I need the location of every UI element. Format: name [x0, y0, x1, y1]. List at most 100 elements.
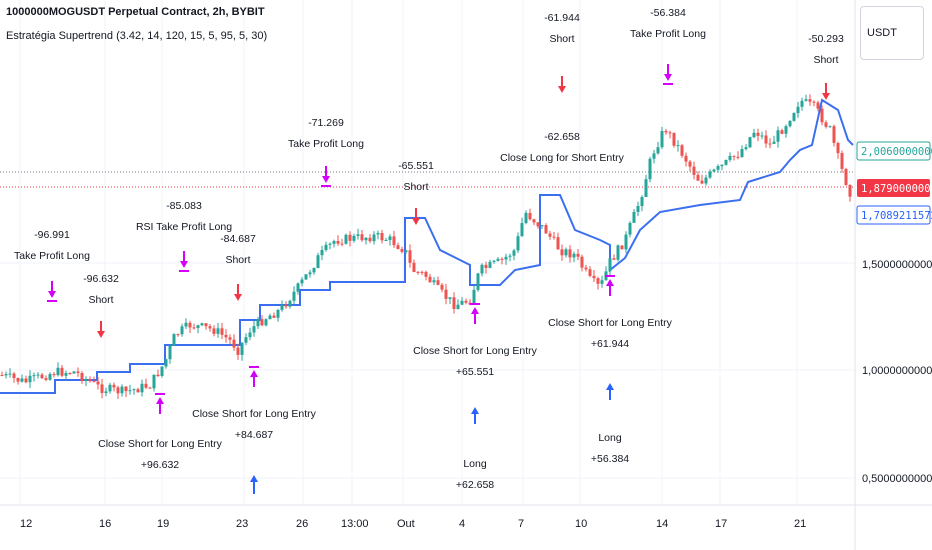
candle-body: [804, 99, 808, 101]
candle-body: [356, 234, 360, 236]
candle-body: [64, 373, 68, 376]
annotation-label: Close Short for Long Entry: [192, 408, 316, 420]
candle-body: [800, 100, 804, 107]
candle-body: [612, 258, 616, 260]
candle-body: [524, 212, 528, 223]
candle-body: [768, 143, 772, 145]
price-tick: 1,000000000000: [862, 365, 932, 377]
arrow-head: [48, 291, 56, 298]
time-tick: Out: [397, 518, 415, 530]
candle-body: [264, 319, 268, 326]
candlestick-series: [0, 94, 852, 399]
candle-body: [320, 250, 324, 256]
arrow-head: [180, 261, 188, 268]
candle-body: [784, 126, 788, 134]
annotation-label: RSI Take Profit Long: [136, 221, 232, 233]
annotation-label: +65.551: [456, 366, 494, 378]
symbol-title[interactable]: 1000000MOGUSDT Perpetual Contract, 2h, B…: [6, 6, 265, 18]
candle-body: [792, 113, 796, 121]
candle-body: [712, 169, 716, 172]
candle-body: [56, 367, 60, 376]
candle-body: [296, 283, 300, 292]
candle-body: [728, 155, 732, 160]
candle-body: [344, 234, 348, 244]
candle-body: [560, 249, 564, 256]
candle-body: [116, 387, 120, 394]
candle-body: [36, 374, 40, 376]
current-price-label: 1,879000000000: [861, 183, 932, 195]
candle-body: [428, 276, 432, 283]
annotation-label: Take Profit Long: [14, 250, 90, 262]
short-entry-arrow-icon: [558, 76, 566, 93]
annotation-label: Take Profit Long: [288, 138, 364, 150]
arrow-head: [606, 383, 614, 390]
candle-body: [752, 132, 756, 138]
candle-body: [596, 278, 600, 284]
candle-body: [776, 130, 780, 142]
currency-selector[interactable]: USDT: [860, 6, 924, 60]
candle-body: [48, 374, 52, 380]
candle-body: [672, 132, 676, 146]
candle-body: [104, 391, 108, 393]
time-tick: 19: [157, 518, 169, 530]
candle-body: [648, 158, 652, 180]
candle-body: [676, 145, 680, 147]
candle-body: [732, 155, 736, 157]
annotation-label: -96.991: [34, 229, 70, 241]
annotation-label: Close Short for Long Entry: [548, 317, 672, 329]
candle-body: [488, 261, 492, 268]
time-tick: 16: [99, 518, 111, 530]
time-axis[interactable]: 12 16 19 23 26 13:00 Out 4 7 10 14 17 21: [20, 518, 806, 530]
candle-body: [288, 300, 292, 307]
candle-body: [640, 197, 644, 206]
candle-body: [16, 378, 20, 382]
candle-body: [132, 389, 136, 391]
candle-body: [828, 126, 832, 128]
candle-body: [156, 374, 160, 377]
candle-body: [228, 337, 232, 340]
candle-body: [844, 169, 848, 185]
candle-body: [624, 234, 628, 250]
long-entry-arrow-icon: [250, 475, 258, 494]
candle-body: [756, 132, 760, 136]
candle-body: [460, 300, 464, 305]
strategy-legend[interactable]: Estratégia Supertrend (3.42, 14, 120, 15…: [6, 30, 268, 42]
candle-body: [748, 137, 752, 148]
candle-body: [236, 347, 240, 355]
time-tick: 26: [296, 518, 308, 530]
annotation-label: -56.384: [650, 7, 686, 19]
candle-body: [192, 327, 196, 329]
price-axis[interactable]: 1,500000000000 1,000000000000 0,50000000…: [856, 141, 932, 485]
candle-body: [504, 256, 508, 260]
supertrend-line: [0, 98, 854, 394]
candle-body: [552, 236, 556, 238]
candle-body: [216, 328, 220, 334]
candle-body: [812, 101, 816, 103]
candle-body: [656, 147, 660, 154]
candle-body: [120, 386, 124, 394]
candle-body: [492, 260, 496, 262]
chart-grid: [0, 0, 855, 505]
candle-body: [184, 322, 188, 327]
annotation-label: Close Short for Long Entry: [98, 438, 222, 450]
candle-body: [616, 245, 620, 260]
candle-body: [32, 375, 36, 377]
time-tick: 14: [656, 518, 668, 530]
candle-body: [152, 374, 156, 389]
candle-body: [308, 272, 312, 275]
long-entry-arrow-icon: [471, 407, 479, 424]
annotation-label: Take Profit Long: [630, 28, 706, 40]
candle-body: [540, 225, 544, 227]
annotation-label: Short: [88, 294, 113, 306]
time-tick: 7: [518, 518, 524, 530]
candle-body: [512, 250, 516, 256]
candle-body: [144, 383, 148, 388]
arrow-head: [471, 307, 479, 314]
candle-body: [208, 326, 212, 329]
candle-body: [72, 371, 76, 374]
long-entry-arrow-icon: [470, 303, 480, 324]
candle-body: [328, 243, 332, 245]
candle-body: [652, 153, 656, 159]
candle-body: [816, 102, 820, 109]
